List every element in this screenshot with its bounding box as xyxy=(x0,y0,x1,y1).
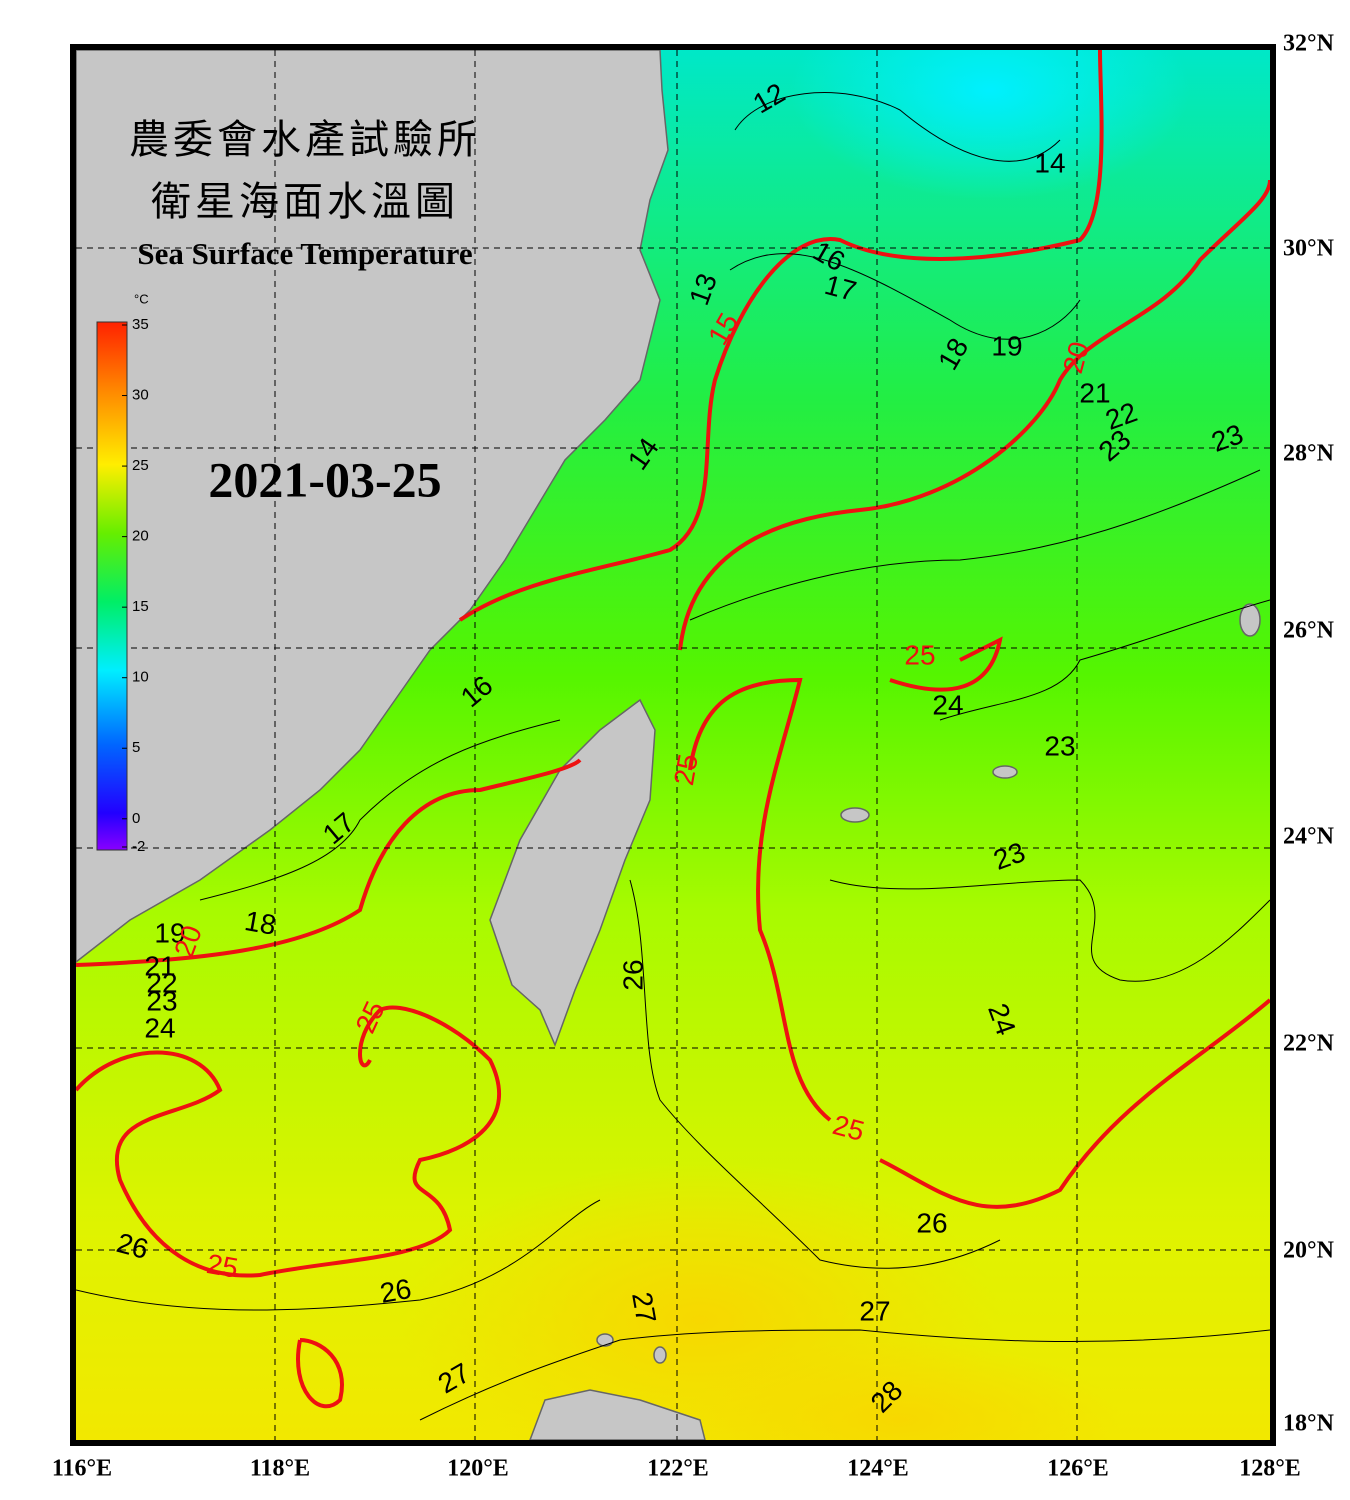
isotherm xyxy=(734,92,1061,162)
lat-label: 32°N xyxy=(1283,31,1335,57)
colorbar-tick-label: 15 xyxy=(132,598,149,615)
isotherm xyxy=(419,1329,1270,1421)
isotherm xyxy=(678,179,1270,651)
isotherm xyxy=(729,253,1081,340)
contour-label: 19 xyxy=(991,330,1022,361)
island xyxy=(992,765,1018,779)
contour-label: 27 xyxy=(859,1295,890,1326)
isotherm xyxy=(879,998,1270,1209)
contour-label: 26 xyxy=(916,1207,947,1238)
isotherm xyxy=(76,1199,601,1311)
isotherm xyxy=(889,636,1003,692)
lon-label: 124°E xyxy=(847,1456,909,1482)
contour-label: 14 xyxy=(1034,147,1065,178)
colorbar-tick-label: 30 xyxy=(132,387,149,404)
lat-label: 28°N xyxy=(1283,441,1335,467)
warm-water xyxy=(680,1340,1120,1440)
colorbar-tick-label: -2 xyxy=(132,838,145,855)
lon-label: 128°E xyxy=(1239,1456,1301,1482)
contour-label: 23 xyxy=(1044,730,1075,761)
colorbar-tick-label: 10 xyxy=(132,669,149,686)
land xyxy=(76,50,1261,1440)
contour-label: 26 xyxy=(617,959,648,990)
lat-label: 20°N xyxy=(1283,1238,1335,1264)
colorbar-tick-label: 0 xyxy=(132,810,140,827)
title-zh: 農委會水產試驗所 xyxy=(129,117,481,163)
colorbar-tick-label: 35 xyxy=(132,316,149,333)
isotherm xyxy=(629,879,1001,1269)
contour-label: 21 xyxy=(1079,377,1110,408)
isotherm xyxy=(458,50,1104,622)
lat-label: 24°N xyxy=(1283,824,1335,850)
lat-label: 18°N xyxy=(1283,1411,1335,1437)
isotherm xyxy=(829,879,1270,982)
isotherm xyxy=(939,599,1270,721)
isotherm xyxy=(296,1338,344,1409)
colorbar-tick-label: 20 xyxy=(132,528,149,545)
isotherm xyxy=(76,758,582,967)
cold-water xyxy=(790,50,1190,200)
colorbar-tick-label: 25 xyxy=(132,457,149,474)
island xyxy=(653,1346,667,1364)
mainland xyxy=(76,50,669,963)
lat-label: 30°N xyxy=(1283,236,1335,262)
frame xyxy=(70,44,1276,1446)
taiwan xyxy=(489,698,656,1048)
colorbar-unit: °C xyxy=(134,291,149,306)
lon-label: 120°E xyxy=(447,1456,509,1482)
contour-label: 19 xyxy=(154,917,185,948)
luzon xyxy=(529,1389,706,1440)
lon-label: 126°E xyxy=(1047,1456,1109,1482)
contour-label: 26 xyxy=(378,1273,414,1309)
contour-label: 23 xyxy=(146,985,177,1016)
date: 2021-03-25 xyxy=(208,451,441,507)
colorbar xyxy=(96,321,128,851)
title-zh: 衛星海面水溫圖 xyxy=(151,179,459,225)
black-isotherms xyxy=(76,92,1270,1421)
lat-label: 22°N xyxy=(1283,1031,1335,1057)
contour-label: 21 xyxy=(144,950,175,981)
contour-label: 24 xyxy=(144,1012,175,1043)
lat-label: 26°N xyxy=(1283,618,1335,644)
isotherm xyxy=(199,719,561,901)
axis-labels: 116°E 118°E 120°E 122°E 124°E 126°E 128°E 32°N 3… xyxy=(52,31,1335,1482)
contour-label: 25 xyxy=(668,752,704,788)
contour-label: 24 xyxy=(932,689,963,720)
contour-label: 22 xyxy=(146,967,177,998)
contour-label: 27 xyxy=(626,1290,662,1326)
colorbar-tick-label: 5 xyxy=(132,739,140,756)
contour-label: 25 xyxy=(204,1248,240,1284)
island xyxy=(840,807,870,823)
contour-label: 25 xyxy=(904,639,935,670)
red-isotherms xyxy=(76,50,1270,1409)
isotherm xyxy=(688,677,832,1122)
island xyxy=(596,1333,614,1347)
lon-label: 122°E xyxy=(647,1456,709,1482)
isotherm xyxy=(689,469,1261,621)
graticule xyxy=(76,50,1270,1440)
contour-label: 18 xyxy=(242,905,278,941)
lon-label: 118°E xyxy=(250,1456,310,1482)
island xyxy=(1239,603,1261,637)
title-en: Sea Surface Temperature xyxy=(137,236,472,271)
isotherm xyxy=(76,1005,502,1278)
lon-label: 116°E xyxy=(52,1456,112,1482)
